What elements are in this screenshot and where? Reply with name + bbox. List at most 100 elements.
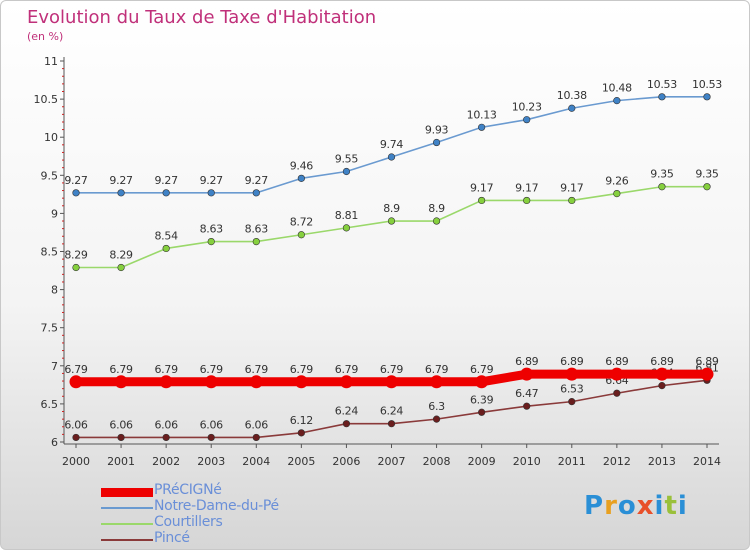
data-label-pince: 6.06 bbox=[109, 418, 133, 431]
data-label-notre-dame-du-pe: 9.27 bbox=[200, 174, 224, 187]
y-tick-label: 8.5 bbox=[41, 246, 59, 259]
data-point-pince bbox=[432, 415, 441, 423]
data-label-courtillers: 8.29 bbox=[109, 249, 133, 262]
data-point-precigne bbox=[159, 375, 173, 389]
data-point-notre-dame-du-pe bbox=[342, 167, 351, 176]
data-point-courtillers bbox=[72, 263, 80, 272]
data-point-pince bbox=[478, 408, 486, 416]
legend-swatch-courtillers bbox=[101, 523, 153, 525]
x-tick-label: 2004 bbox=[242, 455, 270, 468]
logo-letter: i bbox=[677, 491, 688, 521]
data-point-notre-dame-du-pe bbox=[658, 93, 666, 101]
data-label-notre-dame-du-pe: 9.46 bbox=[290, 159, 314, 172]
data-label-notre-dame-du-pe: 9.27 bbox=[245, 174, 269, 187]
data-label-courtillers: 9.17 bbox=[470, 181, 494, 194]
legend-swatch-precigne bbox=[101, 487, 153, 497]
data-point-notre-dame-du-pe bbox=[703, 93, 711, 101]
data-point-precigne bbox=[520, 367, 534, 381]
data-point-precigne bbox=[700, 367, 714, 381]
x-tick-label: 2006 bbox=[332, 455, 360, 468]
x-tick-label: 2007 bbox=[378, 455, 406, 468]
data-point-precigne bbox=[475, 375, 489, 389]
data-label-pince: 6.24 bbox=[335, 405, 359, 418]
data-label-precigne: 6.79 bbox=[290, 363, 314, 376]
data-point-courtillers bbox=[432, 217, 441, 225]
data-point-precigne bbox=[385, 375, 398, 389]
data-point-pince bbox=[568, 398, 576, 406]
data-point-notre-dame-du-pe bbox=[568, 104, 576, 112]
data-label-courtillers: 9.17 bbox=[515, 181, 539, 194]
y-tick-label: 7 bbox=[51, 360, 58, 373]
x-tick-label: 2000 bbox=[62, 455, 90, 468]
data-label-notre-dame-du-pe: 9.27 bbox=[64, 174, 88, 187]
data-point-notre-dame-du-pe bbox=[297, 174, 305, 182]
data-point-pince bbox=[162, 433, 170, 442]
data-label-pince: 6.53 bbox=[560, 383, 584, 396]
y-tick-label: 7.5 bbox=[41, 322, 59, 335]
data-point-precigne bbox=[294, 375, 308, 389]
x-tick-label: 2003 bbox=[197, 455, 225, 468]
data-point-notre-dame-du-pe bbox=[387, 153, 396, 161]
data-label-courtillers: 8.29 bbox=[64, 249, 88, 262]
data-label-pince: 6.24 bbox=[380, 405, 404, 418]
data-label-courtillers: 8.9 bbox=[428, 202, 445, 215]
data-label-notre-dame-du-pe: 10.13 bbox=[467, 108, 497, 121]
x-tick-label: 2012 bbox=[603, 455, 631, 468]
data-point-pince bbox=[252, 433, 260, 442]
data-label-precigne: 6.89 bbox=[605, 355, 629, 368]
data-point-notre-dame-du-pe bbox=[432, 138, 441, 147]
data-point-pince bbox=[523, 402, 531, 410]
logo-letter: i bbox=[654, 491, 665, 521]
data-label-courtillers: 8.81 bbox=[335, 209, 358, 222]
data-point-notre-dame-du-pe bbox=[252, 189, 260, 197]
data-point-precigne bbox=[249, 375, 263, 389]
data-point-pince bbox=[207, 433, 215, 442]
data-label-precigne: 6.79 bbox=[380, 363, 404, 376]
y-tick-label: 11 bbox=[44, 55, 58, 68]
data-point-notre-dame-du-pe bbox=[72, 189, 80, 197]
data-point-courtillers bbox=[162, 244, 170, 253]
data-point-precigne bbox=[655, 367, 669, 381]
data-label-pince: 6.06 bbox=[64, 418, 88, 431]
data-point-courtillers bbox=[703, 183, 711, 191]
data-point-pince bbox=[117, 433, 125, 442]
x-tick-label: 2010 bbox=[513, 455, 541, 468]
data-point-pince bbox=[72, 433, 80, 442]
data-label-courtillers: 9.26 bbox=[605, 175, 629, 188]
data-label-notre-dame-du-pe: 10.23 bbox=[512, 101, 542, 114]
logo-letter: P bbox=[584, 491, 605, 521]
logo-letter: r bbox=[604, 491, 618, 521]
y-tick-label: 6 bbox=[51, 436, 58, 449]
data-label-notre-dame-du-pe: 10.53 bbox=[692, 78, 722, 91]
data-point-pince bbox=[613, 389, 621, 397]
y-tick-label: 9.5 bbox=[41, 169, 59, 182]
data-point-courtillers bbox=[252, 237, 260, 246]
data-label-courtillers: 8.63 bbox=[200, 223, 224, 236]
data-label-notre-dame-du-pe: 9.27 bbox=[154, 174, 178, 187]
data-point-pince bbox=[387, 420, 396, 428]
data-label-precigne: 6.89 bbox=[560, 355, 584, 368]
data-point-courtillers bbox=[568, 196, 576, 205]
x-tick-label: 2005 bbox=[287, 455, 315, 468]
x-tick-label: 2002 bbox=[152, 455, 180, 468]
data-point-notre-dame-du-pe bbox=[162, 189, 170, 197]
legend-swatch-notre-dame-du-pe bbox=[101, 507, 153, 509]
data-label-pince: 6.3 bbox=[428, 400, 445, 413]
data-label-notre-dame-du-pe: 9.93 bbox=[425, 124, 449, 137]
data-label-notre-dame-du-pe: 10.38 bbox=[557, 89, 587, 102]
data-label-pince: 6.06 bbox=[200, 418, 224, 431]
data-point-courtillers bbox=[523, 196, 531, 205]
data-point-precigne bbox=[339, 375, 353, 389]
data-label-notre-dame-du-pe: 10.53 bbox=[647, 78, 677, 91]
data-point-notre-dame-du-pe bbox=[207, 189, 215, 197]
chart-title: Evolution du Taux de Taxe d'Habitation bbox=[27, 7, 377, 28]
y-tick-label: 8 bbox=[51, 284, 58, 297]
data-label-notre-dame-du-pe: 10.48 bbox=[602, 82, 632, 95]
data-label-courtillers: 8.63 bbox=[245, 223, 269, 236]
data-point-courtillers bbox=[387, 217, 396, 225]
data-point-courtillers bbox=[207, 237, 215, 246]
logo-letter: o bbox=[617, 491, 637, 521]
data-point-courtillers bbox=[478, 196, 486, 205]
